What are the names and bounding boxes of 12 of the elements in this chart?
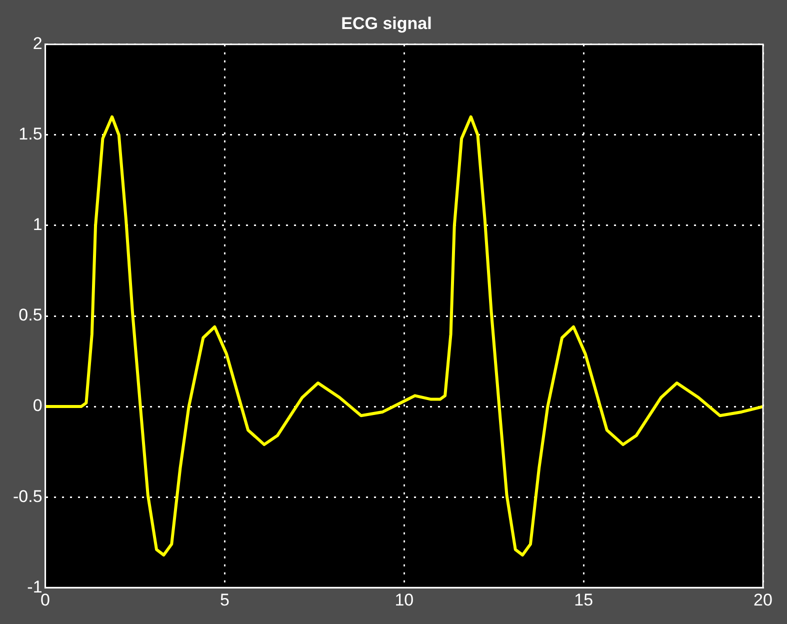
y-tick-label: 0: [32, 396, 42, 416]
x-tick-label: 20: [754, 590, 772, 610]
y-tick-label: 0.5: [18, 306, 42, 325]
y-tick-label: 1.5: [18, 124, 42, 144]
x-tick-label: 5: [220, 590, 230, 610]
y-tick-label: -0.5: [12, 486, 42, 506]
chart-title: ECG signal: [341, 14, 432, 33]
y-tick-label: 2: [32, 34, 42, 54]
x-tick-label: 10: [394, 590, 414, 610]
y-tick-label: 1: [32, 215, 42, 234]
y-tick-label: -1: [27, 577, 42, 596]
x-tick-label: 15: [574, 590, 594, 610]
